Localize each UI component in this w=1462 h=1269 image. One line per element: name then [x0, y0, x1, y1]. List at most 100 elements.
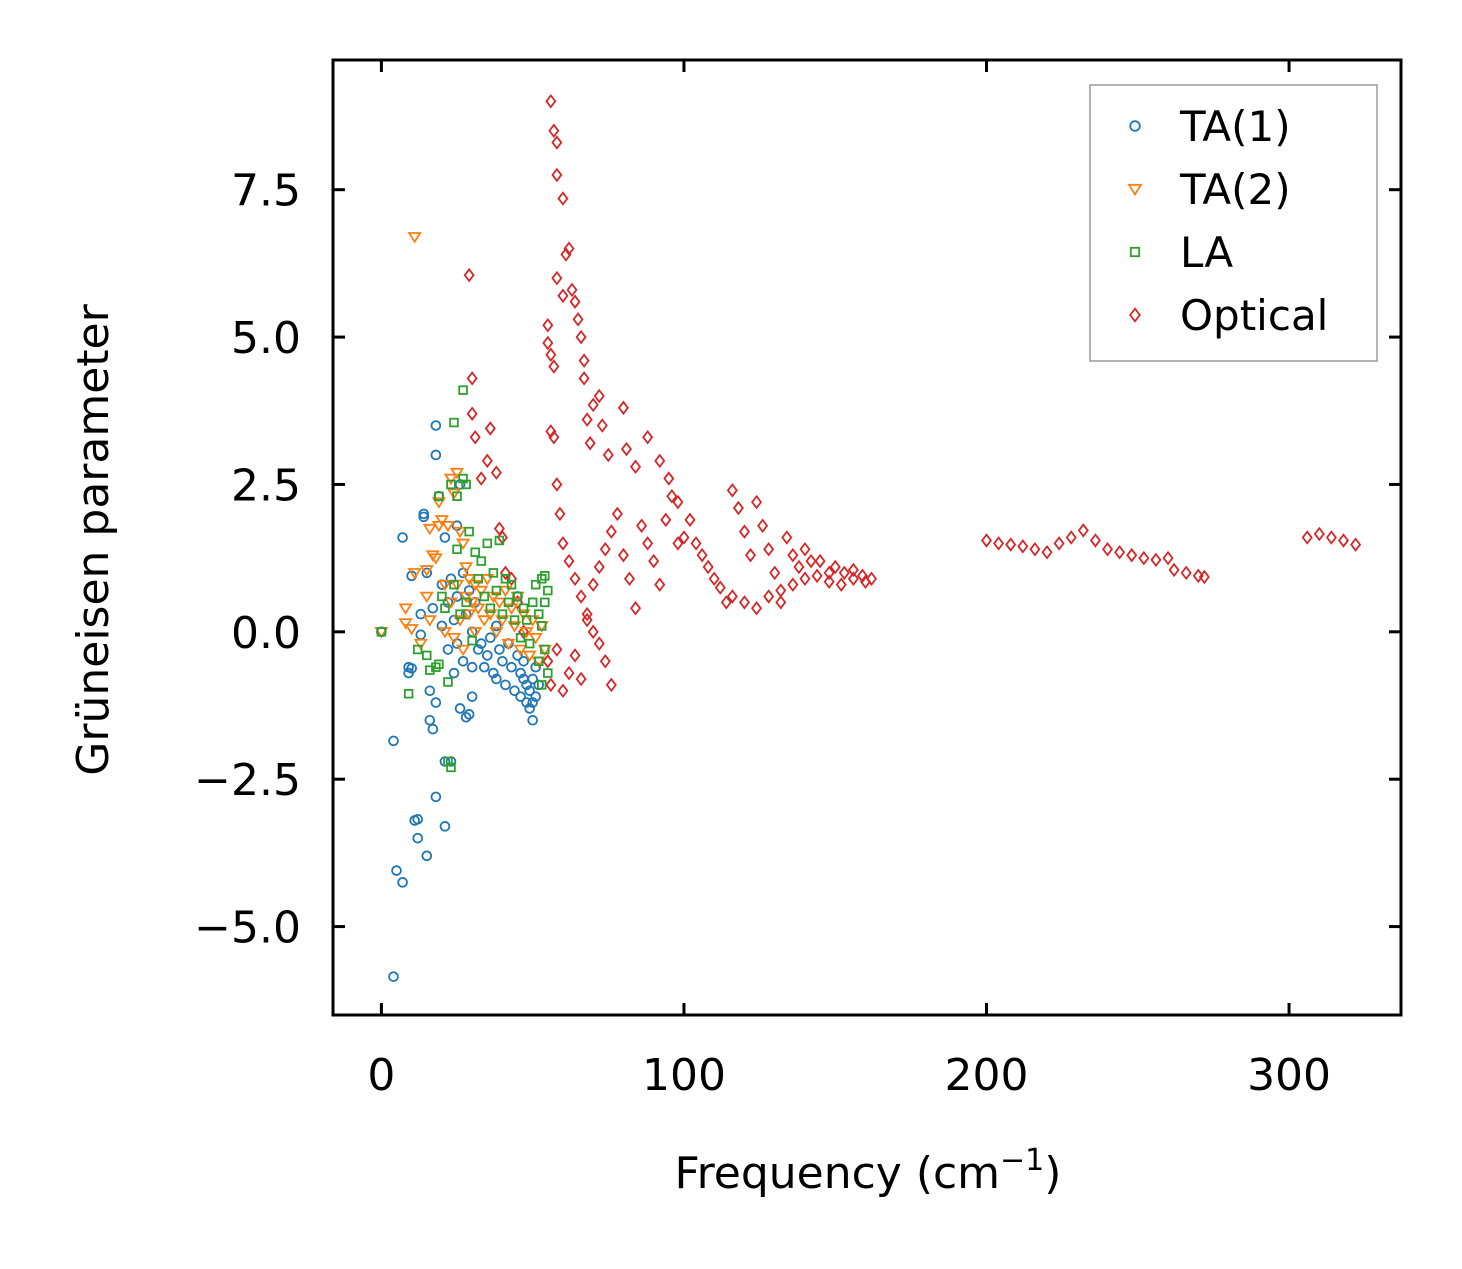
data-point: [507, 621, 522, 633]
data-point: [769, 565, 781, 581]
data-point: [431, 520, 447, 533]
data-point: [437, 591, 447, 602]
data-point: [430, 449, 442, 461]
data-point: [545, 94, 557, 109]
series-ta-1--points: [376, 420, 545, 982]
data-point: [491, 620, 502, 632]
data-point: [847, 571, 859, 587]
data-point: [551, 167, 563, 183]
x-axis-label: Frequency (cm−1): [675, 1143, 1062, 1199]
data-point: [823, 574, 835, 589]
data-point: [528, 632, 543, 645]
data-point: [527, 697, 538, 708]
data-point: [485, 603, 496, 613]
data-point: [763, 589, 775, 604]
data-point: [509, 615, 520, 625]
data-point: [470, 547, 480, 557]
data-point: [566, 282, 578, 298]
data-point: [424, 714, 436, 726]
data-point: [509, 685, 520, 697]
data-point: [421, 850, 433, 862]
data-point: [516, 609, 531, 621]
data-point: [466, 691, 478, 702]
data-point: [468, 627, 483, 639]
data-point: [587, 577, 599, 592]
data-point: [530, 579, 541, 590]
data-point: [605, 524, 617, 539]
data-point: [464, 526, 474, 537]
data-point: [575, 589, 587, 604]
data-point: [781, 530, 793, 545]
data-point: [738, 524, 750, 539]
data-point: [491, 585, 502, 596]
data-point: [430, 697, 442, 708]
data-point: [620, 441, 633, 457]
data-point: [466, 661, 478, 673]
data-point: [578, 371, 590, 386]
data-point: [702, 559, 714, 575]
x-tick-label: 0: [367, 1050, 395, 1101]
data-point: [479, 591, 490, 602]
data-point: [642, 536, 654, 551]
data-point: [497, 609, 508, 619]
data-point: [533, 609, 544, 619]
data-point: [696, 547, 708, 563]
data-point: [407, 568, 422, 580]
data-point: [666, 488, 678, 504]
x-tick-label: 200: [945, 1050, 1029, 1101]
data-point: [466, 406, 478, 421]
data-point: [448, 667, 460, 679]
data-point: [488, 568, 499, 578]
data-point: [404, 624, 419, 636]
data-point: [495, 615, 510, 627]
data-point: [732, 500, 744, 516]
data-point: [434, 659, 444, 669]
data-point: [530, 691, 542, 702]
data-point: [472, 644, 484, 655]
data-point: [660, 512, 672, 528]
legend-marker: [1127, 183, 1143, 197]
data-point: [596, 418, 608, 433]
legend-marker: [1129, 246, 1141, 258]
data-point: [485, 632, 496, 644]
data-point: [449, 467, 465, 480]
data-point: [1077, 523, 1089, 538]
data-point: [545, 424, 557, 439]
x-axis-label-close: ): [1044, 1148, 1061, 1199]
data-point: [500, 574, 511, 584]
data-point: [474, 585, 489, 598]
data-point: [545, 677, 557, 693]
data-point: [422, 523, 437, 536]
data-point: [738, 595, 750, 610]
data-point: [515, 691, 526, 702]
data-point: [533, 656, 544, 667]
axis-ticks: 0 100 200 300 −5.0 −2.5 0.0 2.5 5.0 7.5: [194, 60, 1401, 1101]
data-point: [654, 577, 666, 592]
data-point: [540, 644, 550, 655]
data-point: [491, 673, 502, 685]
data-point: [1313, 526, 1325, 542]
data-point: [419, 565, 434, 577]
data-point: [457, 655, 469, 667]
data-point: [575, 671, 587, 687]
data-point: [599, 542, 611, 557]
data-point: [648, 553, 660, 569]
data-point: [1126, 547, 1138, 563]
plot-frame: [331, 58, 1403, 1017]
data-point: [1325, 530, 1337, 545]
data-point: [569, 294, 581, 309]
data-point: [557, 536, 569, 551]
data-point: [415, 629, 427, 641]
data-point: [1168, 562, 1180, 578]
data-point: [548, 359, 560, 374]
data-point: [1301, 530, 1313, 545]
data-point: [483, 609, 498, 621]
data-point: [515, 632, 526, 643]
data-point: [490, 465, 502, 480]
data-point: [422, 650, 432, 661]
data-point: [391, 865, 402, 876]
data-point: [461, 479, 471, 490]
data-point: [430, 791, 442, 803]
